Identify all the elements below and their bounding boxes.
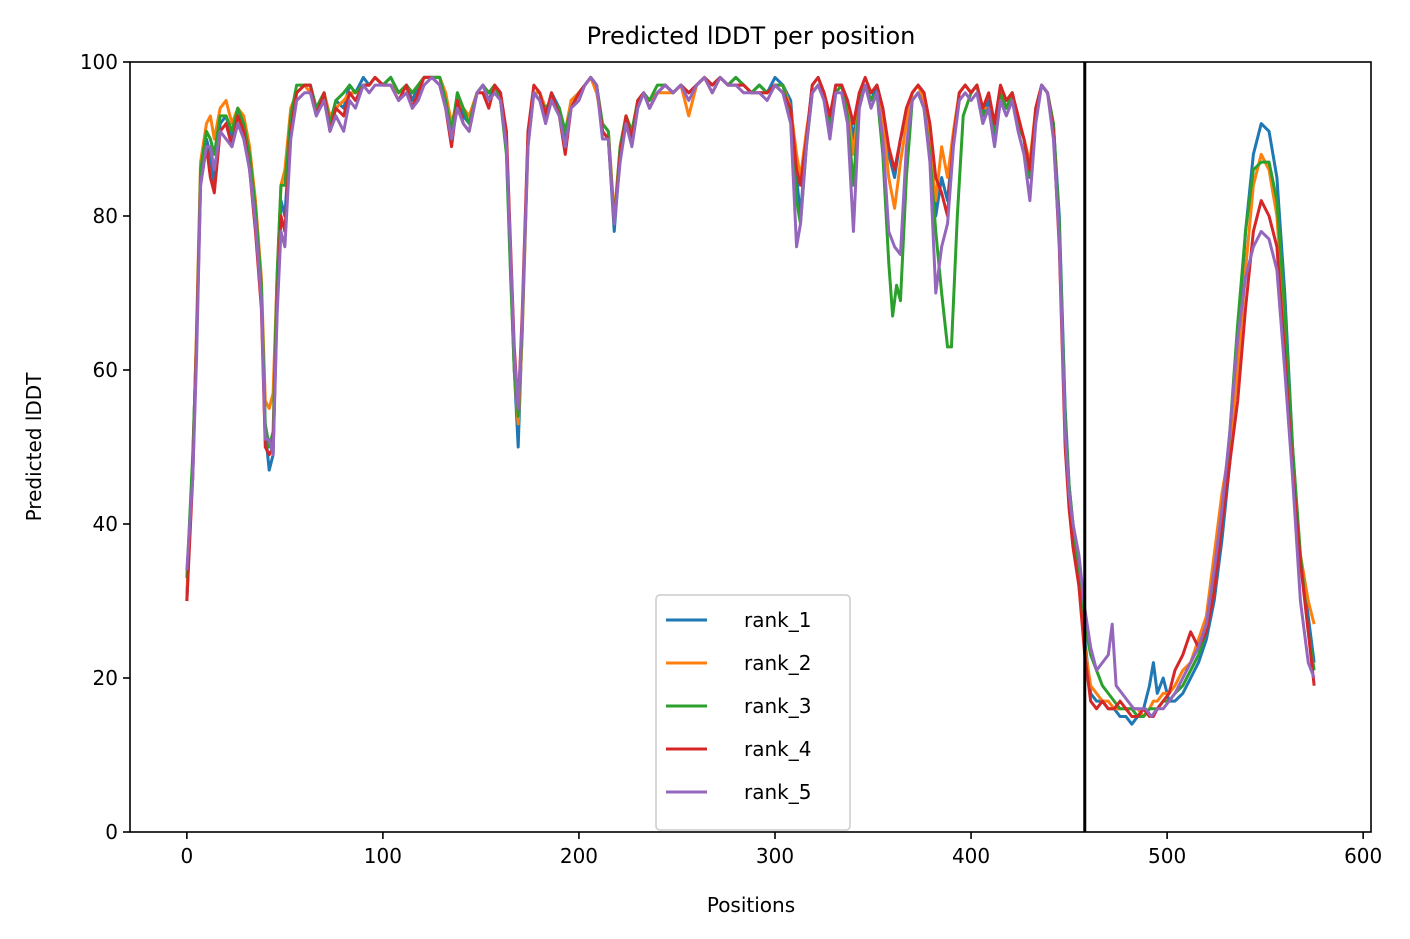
x-tick-label: 400 xyxy=(952,844,990,868)
legend-label-rank_4: rank_4 xyxy=(744,737,811,761)
plot-lines xyxy=(185,75,1316,726)
y-ticks: 0 20 40 60 80 100 xyxy=(80,50,130,844)
legend-label-rank_3: rank_3 xyxy=(744,694,811,718)
legend-box xyxy=(655,594,851,831)
y-tick-label: 20 xyxy=(93,666,118,690)
x-tick-label: 0 xyxy=(180,844,193,868)
x-tick-label: 300 xyxy=(756,844,794,868)
x-ticks: 0 100 200 300 400 500 600 xyxy=(180,832,1382,868)
y-tick-label: 80 xyxy=(93,204,118,228)
legend-label-rank_2: rank_2 xyxy=(744,651,811,675)
series-line-rank_4 xyxy=(185,75,1316,718)
series-line-rank_5 xyxy=(185,75,1316,718)
x-tick-label: 100 xyxy=(364,844,402,868)
y-tick-label: 100 xyxy=(80,50,118,74)
x-axis-title: Positions xyxy=(707,893,795,917)
y-tick-label: 40 xyxy=(93,512,118,536)
y-tick-label: 60 xyxy=(93,358,118,382)
y-axis-title: Predicted lDDT xyxy=(22,372,46,522)
chart-title: Predicted lDDT per position xyxy=(587,22,916,50)
legend-label-rank_1: rank_1 xyxy=(744,608,811,632)
legend-label-rank_5: rank_5 xyxy=(744,780,811,804)
x-tick-label: 600 xyxy=(1344,844,1382,868)
x-tick-label: 500 xyxy=(1148,844,1186,868)
x-tick-label: 200 xyxy=(560,844,598,868)
plot-frame xyxy=(129,61,1372,833)
y-tick-label: 0 xyxy=(105,820,118,844)
legend: rank_1 rank_2 rank_3 rank_4 rank_5 xyxy=(655,594,851,831)
